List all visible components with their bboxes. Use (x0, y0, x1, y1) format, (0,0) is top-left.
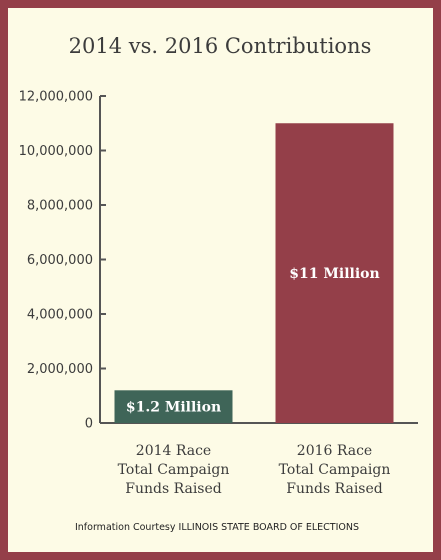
bar (114, 390, 233, 423)
y-tick-label: 6,000,000 (27, 253, 93, 268)
category-label-line: Total Campaign (118, 462, 230, 478)
bar-data-label: $1.2 Million (126, 400, 221, 416)
category-label-line: Total Campaign (279, 462, 391, 478)
data-labels: $1.2 Million $11 Million (126, 266, 380, 416)
category-label-line: Funds Raised (125, 481, 222, 497)
y-tick-label: 10,000,000 (19, 144, 93, 159)
category-label-line: 2016 Race (297, 443, 372, 459)
bars (114, 123, 394, 423)
chart-title: 2014 vs. 2016 Contributions (69, 34, 372, 58)
bar (275, 123, 394, 423)
y-tick-label: 0 (85, 417, 93, 432)
axes: 0 2,000,000 4,000,000 6,000,000 8,000,000 10,… (19, 90, 418, 432)
y-tick-label: 12,000,000 (19, 90, 93, 105)
category-label: 2016 Race Total Campaign Funds Raised (279, 443, 391, 497)
category-label-line: 2014 Race (136, 443, 211, 459)
category-label: 2014 Race Total Campaign Funds Raised (118, 443, 230, 497)
category-label-line: Funds Raised (286, 481, 383, 497)
category-labels: 2014 Race Total Campaign Funds Raised2016 … (118, 443, 391, 497)
y-tick-label: 2,000,000 (27, 362, 93, 377)
y-tick-label: 4,000,000 (27, 308, 93, 323)
bar-data-label: $11 Million (289, 266, 379, 282)
source-note: Information Courtesy ILLINOIS STATE BOAR… (75, 522, 359, 533)
y-tick-label: 8,000,000 (27, 199, 93, 214)
